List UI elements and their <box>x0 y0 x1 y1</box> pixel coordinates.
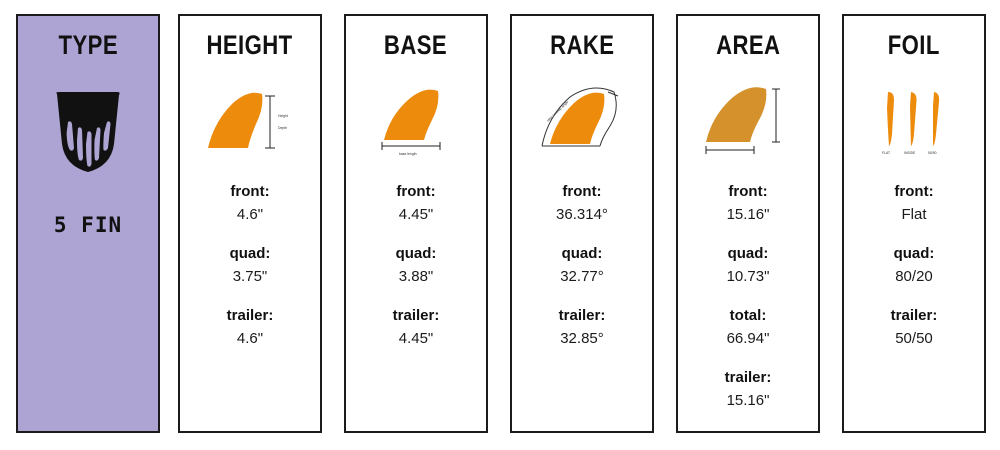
spec-label: front: <box>728 183 768 200</box>
spec-value: 4.45" <box>398 205 434 223</box>
spec-value: 36.314° <box>556 205 608 223</box>
spec-row: front: Flat <box>894 181 933 226</box>
spec-value: 32.77° <box>560 267 604 285</box>
surfboard-tail-5-fin-icon <box>56 92 120 172</box>
spec-row: quad: 80/20 <box>894 243 935 288</box>
column-title-rake: RAKE <box>549 30 615 60</box>
spec-label: front: <box>562 183 602 200</box>
spec-label: quad: <box>561 245 603 262</box>
fin-rake-angle-diagram-icon: rake / sweep angle <box>541 87 619 147</box>
spec-row: trailer: 50/50 <box>891 305 938 350</box>
fin-area-diagram-icon <box>705 87 780 154</box>
icon-container-base: base length <box>366 83 466 161</box>
spec-value: 3.75" <box>232 267 268 285</box>
spec-label: front: <box>230 183 270 200</box>
spec-row: trailer: 4.45" <box>393 305 440 350</box>
column-foil[interactable]: FOIL FLAT INSIDE 50/50 front: Flat quad:… <box>842 14 986 433</box>
spec-value: 66.94" <box>726 329 770 347</box>
icon-annotation-foil-1: FLAT <box>882 151 890 155</box>
spec-label: front: <box>894 183 934 200</box>
spec-value: 10.73" <box>726 267 770 285</box>
column-type[interactable]: TYPE 5 FIN <box>16 14 160 433</box>
spec-label: quad: <box>229 245 271 262</box>
spec-row: front: 36.314° <box>556 181 608 226</box>
spec-value: 50/50 <box>895 329 933 347</box>
icon-container-area <box>694 83 802 161</box>
spec-value: 4.6" <box>236 205 264 223</box>
spec-value: 15.16" <box>726 391 770 409</box>
spec-value: 4.6" <box>236 329 264 347</box>
spec-label: trailer: <box>558 307 606 324</box>
icon-container-type <box>45 87 131 179</box>
spec-label: total: <box>729 307 767 324</box>
column-rake[interactable]: RAKE rake / sweep angle front: 36.314° q… <box>510 14 654 433</box>
spec-label: quad: <box>395 245 437 262</box>
spec-list-base: front: 4.45" quad: 3.88" trailer: 4.45" <box>346 181 486 350</box>
spec-row: trailer: 15.16" <box>725 367 772 412</box>
spec-row: trailer: 32.85° <box>559 305 606 350</box>
icon-container-foil: FLAT INSIDE 50/50 <box>866 83 962 161</box>
spec-value: 4.45" <box>398 329 434 347</box>
column-title-foil: FOIL <box>887 30 941 60</box>
icon-annotation-foil-3: 50/50 <box>928 151 937 155</box>
spec-row: quad: 32.77° <box>560 243 604 288</box>
icon-annotation-base: base length <box>399 152 417 156</box>
spec-row: quad: 3.88" <box>396 243 437 288</box>
fin-foil-profiles-icon: FLAT INSIDE 50/50 <box>882 92 940 155</box>
spec-row: quad: 3.75" <box>230 243 271 288</box>
spec-list-area: front: 15.16" quad: 10.73" total: 66.94"… <box>678 181 818 412</box>
column-title-area: AREA <box>715 30 781 60</box>
icon-container-rake: rake / sweep angle <box>530 83 634 161</box>
column-height[interactable]: HEIGHT Height Depth front: 4.6" quad: 3.… <box>178 14 322 433</box>
spec-label: quad: <box>727 245 769 262</box>
icon-annotation-foil-2: INSIDE <box>904 151 916 155</box>
icon-annotation-height-2: Depth <box>278 126 287 130</box>
column-area[interactable]: AREA front: 15.16" quad: 10.73" t <box>676 14 820 433</box>
column-base[interactable]: BASE base length front: 4.45" quad: 3.88… <box>344 14 488 433</box>
spec-value: 32.85° <box>560 329 604 347</box>
fin-base-diagram-icon: base length <box>381 89 441 156</box>
spec-label: quad: <box>893 245 935 262</box>
spec-label: trailer: <box>392 307 440 324</box>
spec-value: 3.88" <box>398 267 434 285</box>
spec-label: trailer: <box>724 369 772 386</box>
spec-row: total: 66.94" <box>727 305 770 350</box>
fin-height-diagram-icon: Height Depth <box>208 92 288 149</box>
column-title-type: TYPE <box>58 30 118 60</box>
spec-label: front: <box>396 183 436 200</box>
spec-label: trailer: <box>890 307 938 324</box>
column-title-height: HEIGHT <box>206 30 294 60</box>
icon-annotation-height-1: Height <box>278 114 288 118</box>
spec-value: 15.16" <box>726 205 770 223</box>
spec-value: 80/20 <box>895 267 933 285</box>
spec-row: front: 4.45" <box>396 181 435 226</box>
spec-row: quad: 10.73" <box>727 243 770 288</box>
icon-container-height: Height Depth <box>200 83 300 161</box>
spec-label: trailer: <box>226 307 274 324</box>
spec-row: front: 4.6" <box>230 181 269 226</box>
spec-list-height: front: 4.6" quad: 3.75" trailer: 4.6" <box>180 181 320 350</box>
spec-value: Flat <box>901 205 927 223</box>
column-caption-type: 5 FIN <box>53 213 123 237</box>
spec-list-foil: front: Flat quad: 80/20 trailer: 50/50 <box>844 181 984 350</box>
spec-list-rake: front: 36.314° quad: 32.77° trailer: 32.… <box>512 181 652 350</box>
spec-row: front: 15.16" <box>727 181 770 226</box>
spec-row: trailer: 4.6" <box>227 305 274 350</box>
column-title-base: BASE <box>384 30 448 60</box>
